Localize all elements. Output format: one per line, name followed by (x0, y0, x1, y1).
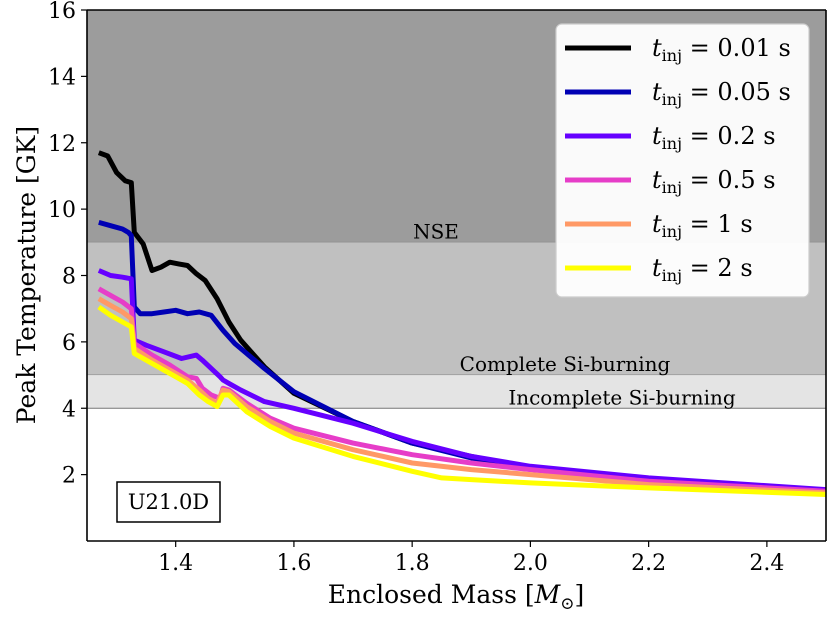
region-labels: NSE Complete Si-burning Incomplete Si-bu… (413, 219, 736, 409)
y-tick-label: 12 (48, 132, 76, 157)
y-axis-ticks: 2 4 6 8 10 12 14 16 (48, 0, 87, 489)
x-tick-label: 1.8 (395, 551, 430, 576)
y-tick-label: 6 (62, 331, 76, 356)
y-tick-label: 4 (62, 397, 76, 422)
nse-region-label: NSE (413, 219, 459, 243)
series-line-5 (97, 304, 827, 497)
x-axis-ticks: 1.4 1.6 1.8 2.0 2.2 2.4 (158, 541, 784, 576)
incomplete-si-region-label: Incomplete Si-burning (508, 385, 736, 409)
y-tick-label: 10 (48, 198, 76, 223)
annotation-text: U21.0D (128, 490, 209, 514)
annotation-box (116, 481, 221, 523)
legend-label-1: tinj = 0.05 s (652, 78, 791, 109)
x-tick-label: 1.4 (158, 551, 193, 576)
model-annotation: U21.0D (116, 481, 221, 523)
complete-si-region-label: Complete Si-burning (460, 352, 671, 376)
legend-label-3: tinj = 0.5 s (652, 166, 776, 197)
legend-label-0: tinj = 0.01 s (652, 34, 791, 65)
y-tick-label: 8 (62, 265, 76, 290)
y-tick-label: 16 (48, 0, 76, 24)
legend-label-4: tinj = 1 s (652, 210, 753, 241)
x-tick-label: 2.4 (749, 551, 784, 576)
legend-label-2: tinj = 0.2 s (652, 122, 776, 153)
y-axis-title: Peak Temperature [GK] (12, 126, 41, 424)
legend-label-5: tinj = 2 s (652, 254, 753, 285)
x-tick-label: 2.2 (631, 551, 666, 576)
y-tick-label: 2 (62, 464, 76, 489)
x-axis-title: Enclosed Mass [M⊙] (328, 580, 584, 614)
x-tick-label: 1.6 (276, 551, 311, 576)
x-tick-label: 2.0 (513, 551, 548, 576)
series-lines (97, 150, 827, 497)
y-tick-label: 14 (48, 65, 76, 90)
legend: tinj = 0.01 s tinj = 0.05 s tinj = 0.2 s ti… (555, 23, 810, 298)
